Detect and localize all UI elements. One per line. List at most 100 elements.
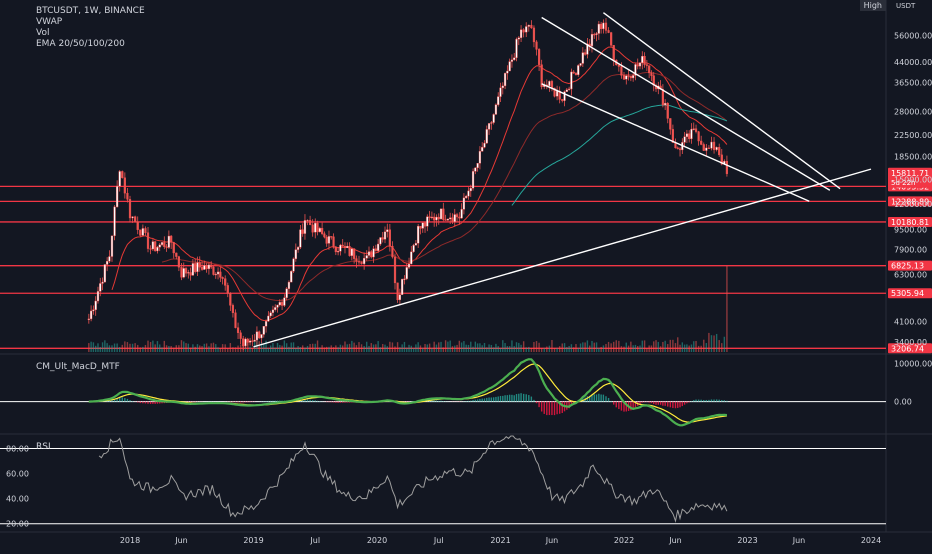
volume-bar <box>706 343 707 352</box>
volume-bar <box>456 345 457 352</box>
candle-body <box>235 313 237 328</box>
volume-bar <box>642 341 643 352</box>
candle-body <box>183 268 185 277</box>
currency-label: USDT <box>896 2 916 10</box>
macd-histogram-bar <box>621 402 622 411</box>
volume-bar <box>651 345 652 352</box>
candle-body <box>422 223 424 229</box>
rsi-label[interactable]: RSI <box>36 442 51 452</box>
candle-body <box>474 168 476 172</box>
candle-body <box>319 228 321 232</box>
candle-body <box>185 268 187 273</box>
volume-bar <box>461 342 462 352</box>
time-tick-label: 2021 <box>490 536 510 545</box>
candle-body <box>261 334 263 338</box>
candle-body <box>286 289 288 298</box>
candle-body <box>197 263 199 272</box>
volume-bar <box>427 344 428 352</box>
volume-bar <box>713 335 714 352</box>
legend-symbol[interactable]: BTCUSDT, 1W, BINANCE <box>36 6 145 17</box>
macd-histogram-bar <box>493 397 494 401</box>
volume-bar <box>587 340 588 352</box>
volume-bar <box>312 344 313 352</box>
volume-bar <box>119 347 120 352</box>
candle-body <box>493 114 495 122</box>
volume-bar <box>183 341 184 352</box>
macd-histogram-bar <box>443 401 444 402</box>
macd-histogram-bar <box>600 394 601 401</box>
macd-histogram-bar <box>658 402 659 405</box>
candle-body <box>307 220 309 221</box>
macd-histogram-bar <box>315 400 316 401</box>
macd-histogram-bar <box>713 400 714 402</box>
candle-body <box>256 332 258 340</box>
macd-histogram-bar <box>270 401 271 402</box>
volume-bar <box>470 342 471 352</box>
volume-bar <box>353 343 354 352</box>
candle-body <box>705 148 707 151</box>
macd-histogram-bar <box>307 399 308 401</box>
volume-bar <box>337 347 338 352</box>
volume-bar <box>528 347 529 352</box>
volume-bar <box>523 341 524 352</box>
macd-histogram-bar <box>438 401 439 402</box>
volume-bar <box>498 346 499 352</box>
volume-bar <box>596 342 597 352</box>
volume-bar <box>708 333 709 352</box>
candle-body <box>511 60 513 62</box>
volume-bar <box>284 340 285 352</box>
high-badge[interactable]: High <box>860 0 886 11</box>
volume-bar <box>575 344 576 352</box>
candle-body <box>267 316 269 321</box>
candle-body <box>593 34 595 35</box>
macd-histogram-bar <box>610 401 611 402</box>
candle-body <box>368 252 370 256</box>
candle-body <box>323 234 325 237</box>
volume-bar <box>670 340 671 352</box>
macd-histogram-bar <box>509 395 510 402</box>
candle-body <box>210 265 212 267</box>
volume-bar <box>431 348 432 352</box>
candle-body <box>426 217 428 227</box>
volume-bar <box>147 341 148 352</box>
candle-body <box>251 341 253 342</box>
candle-body <box>679 149 681 150</box>
candle-body <box>708 148 710 149</box>
candle-body <box>88 319 90 320</box>
volume-bar <box>382 344 383 352</box>
macd-histogram-bar <box>520 393 521 401</box>
volume-bar <box>304 348 305 352</box>
volume-bar <box>623 347 624 352</box>
price-tick-label: 12000.00 <box>894 200 932 209</box>
candle-body <box>470 188 472 191</box>
volume-bar <box>613 342 614 352</box>
volume-bar <box>608 342 609 352</box>
volume-bar <box>635 345 636 352</box>
volume-bar <box>351 341 352 352</box>
volume-bar <box>384 345 385 352</box>
volume-bar <box>686 344 687 352</box>
price-tick-label: 18500.00 <box>894 153 932 162</box>
candle-body <box>420 226 422 228</box>
volume-bar <box>288 347 289 352</box>
volume-bar <box>509 346 510 352</box>
candle-body <box>106 261 108 264</box>
candle-body <box>119 171 121 186</box>
volume-bar <box>317 340 318 352</box>
candle-body <box>695 129 697 132</box>
macd-histogram-bar <box>331 402 332 403</box>
macd-histogram-bar <box>319 401 320 402</box>
macd-label[interactable]: CM_Ult_MacD_MTF <box>36 362 120 372</box>
volume-bar <box>347 344 348 352</box>
volume-bar <box>662 342 663 352</box>
legend-vwap[interactable]: VWAP <box>36 17 145 28</box>
candle-body <box>436 217 438 220</box>
volume-bar <box>201 346 202 352</box>
volume-bar <box>224 344 225 352</box>
time-tick-label: Jul <box>433 536 444 545</box>
legend-ema[interactable]: EMA 20/50/100/200 <box>36 39 145 50</box>
volume-bar <box>589 346 590 352</box>
legend-vol[interactable]: Vol <box>36 28 145 39</box>
candle-body <box>691 129 693 139</box>
